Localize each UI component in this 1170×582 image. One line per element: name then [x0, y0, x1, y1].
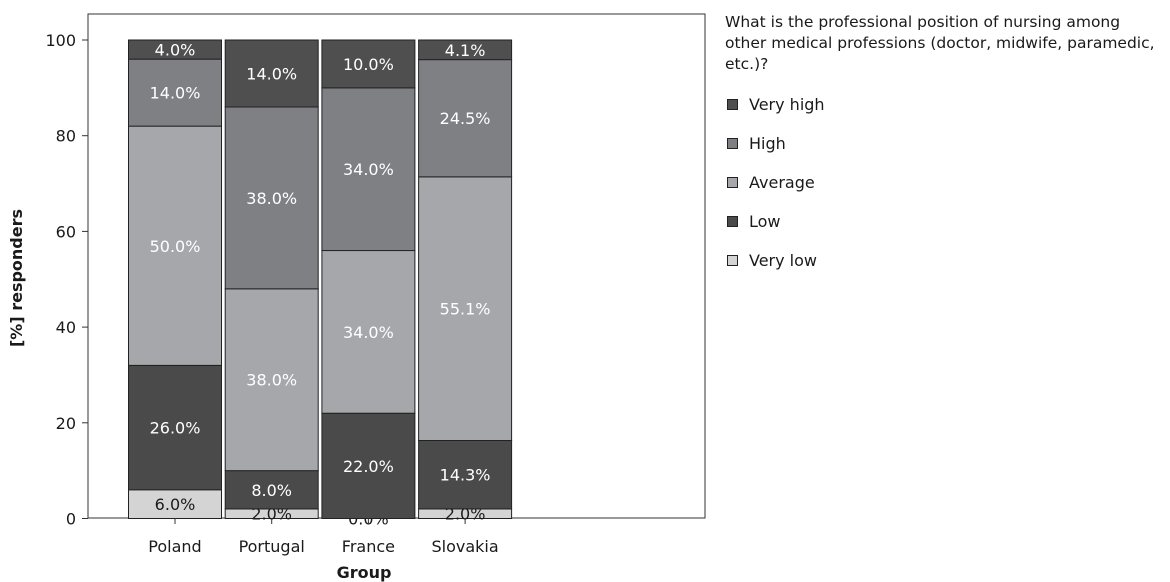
legend-swatch: [727, 255, 738, 266]
data-label: 6.0%: [155, 495, 196, 514]
x-tick-label: Slovakia: [432, 537, 499, 556]
data-label: 14.0%: [246, 64, 297, 83]
y-axis-label: [%] responders: [7, 209, 26, 347]
legend-items: Very high High Average Low Very low: [725, 85, 1165, 280]
bar-segment: [418, 59, 513, 178]
data-label: 4.1%: [445, 41, 486, 60]
legend-label: Very high: [749, 95, 825, 114]
legend-label: Low: [749, 212, 781, 231]
data-label: 10.0%: [343, 55, 394, 74]
legend-swatch: [727, 138, 738, 149]
y-tick-label: 40: [56, 318, 76, 337]
legend-swatch: [727, 99, 738, 110]
y-tick-label: 0: [66, 510, 76, 529]
data-label: 2.0%: [445, 505, 486, 524]
bar-segment: [321, 87, 416, 252]
x-tick-label: Poland: [148, 537, 201, 556]
bar-segment: [128, 39, 222, 60]
legend-swatch: [727, 216, 738, 227]
bar-segment: [224, 106, 319, 290]
bar-segment: [321, 412, 416, 520]
data-label: 34.0%: [343, 160, 394, 179]
legend-item: Low: [725, 202, 1165, 241]
bar-segment: [321, 39, 416, 89]
bar-segment: [128, 58, 222, 127]
data-label: 8.0%: [251, 481, 292, 500]
data-label: 38.0%: [246, 189, 297, 208]
legend-label: Very low: [749, 251, 817, 270]
bar-segment: [224, 470, 319, 510]
legend-item: Very high: [725, 85, 1165, 124]
x-axis: Poland Portugal France Slovakia: [148, 518, 499, 556]
bars: 6.0% 26.0% 50.0% 14.0% 4.0% 2.0% 8.0% 38.0% 38.0…: [128, 39, 513, 529]
bar-segment: [224, 39, 319, 108]
data-label: 22.0%: [343, 457, 394, 476]
bar-segment: [224, 288, 319, 472]
data-label: 24.5%: [440, 109, 491, 128]
y-axis: 0 20 40 60 80 100: [45, 31, 88, 529]
data-label: 50.0%: [150, 237, 201, 256]
data-label: 38.0%: [246, 371, 297, 390]
chart-title: What is the professional position of nur…: [725, 13, 1155, 73]
bar-segment: [128, 125, 222, 366]
data-label: 4.0%: [155, 41, 196, 60]
data-label: 34.0%: [343, 323, 394, 342]
legend: What is the professional position of nur…: [725, 12, 1165, 280]
legend-label: High: [749, 134, 786, 153]
legend-item: Average: [725, 163, 1165, 202]
legend-swatch: [727, 177, 738, 188]
data-label: 14.3%: [440, 466, 491, 485]
stacked-bar-chart: 0 20 40 60 80 100 6.0% 26.0% 50.0% 14.0% 4.0% 2.0%…: [7, 13, 706, 582]
data-label: 55.1%: [440, 300, 491, 319]
y-tick-label: 20: [56, 414, 76, 433]
y-tick-label: 60: [56, 222, 76, 241]
legend-item: Very low: [725, 241, 1165, 280]
legend-label: Average: [749, 173, 815, 192]
data-label: 14.0%: [150, 84, 201, 103]
legend-item: High: [725, 124, 1165, 163]
data-label: 26.0%: [150, 419, 201, 438]
y-tick-label: 80: [56, 127, 76, 146]
bar-segment: [418, 176, 513, 442]
y-tick-label: 100: [45, 31, 76, 50]
x-tick-label: France: [342, 537, 395, 556]
x-tick-label: Portugal: [239, 537, 305, 556]
x-axis-label: Group: [337, 563, 392, 582]
bar-segment: [128, 364, 222, 491]
bar-segment: [321, 250, 416, 414]
data-label: 2.0%: [251, 505, 292, 524]
bar-segment: [418, 39, 513, 61]
